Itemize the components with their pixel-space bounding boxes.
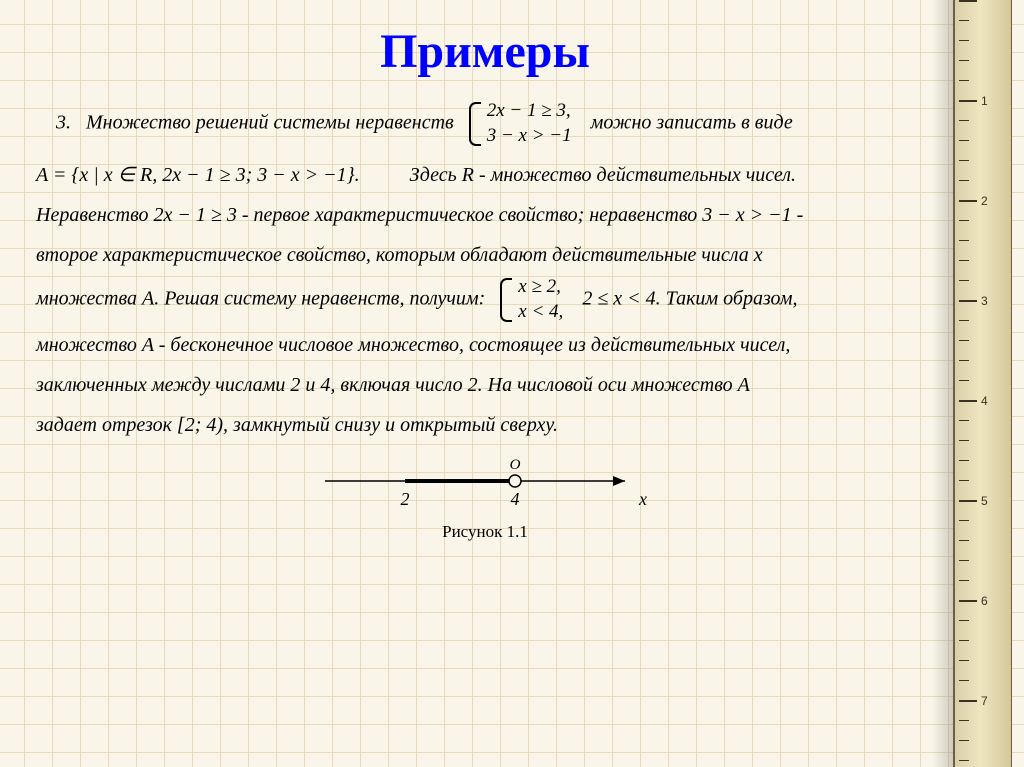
example-number: 3. xyxy=(56,111,71,133)
paragraph-4: второе характеристическое свойство, кото… xyxy=(36,235,934,275)
slide-title: Примеры xyxy=(36,24,934,79)
body-text: 3. Множество решений системы неравенств … xyxy=(36,99,934,549)
figure-caption: Рисунок 1.1 xyxy=(36,515,934,549)
paragraph-1: 3. Множество решений системы неравенств … xyxy=(36,99,934,149)
number-line-figure: O 2 4 x xyxy=(295,453,675,513)
paragraph-3: Неравенство 2x − 1 ≥ 3 - первое характер… xyxy=(36,195,934,235)
text-1a: Множество решений системы неравенств xyxy=(86,111,454,133)
system-1-row-1: 2x − 1 ≥ 3, xyxy=(485,99,576,124)
ruler: 1234567 xyxy=(953,0,1012,767)
paragraph-7: заключенных между числами 2 и 4, включая… xyxy=(36,365,934,405)
svg-text:2: 2 xyxy=(401,489,410,509)
text-5b: 2 ≤ x < 4. Таким образом, xyxy=(582,287,797,309)
set-A-definition: A = {x | x ∈ R, 2x − 1 ≥ 3; 3 − x > −1}. xyxy=(36,155,360,195)
system-1: 2x − 1 ≥ 3, 3 − x > −1 xyxy=(469,99,576,149)
paragraph-8: задает отрезок [2; 4), замкнутый снизу и… xyxy=(36,405,934,445)
svg-text:O: O xyxy=(510,457,521,473)
paragraph-5: множества A. Решая систему неравенств, п… xyxy=(36,275,934,325)
system-2-row-1: x ≥ 2, xyxy=(516,275,567,300)
ruler-shadow xyxy=(932,0,954,767)
paragraph-2: A = {x | x ∈ R, 2x − 1 ≥ 3; 3 − x > −1}.… xyxy=(36,155,934,195)
svg-text:x: x xyxy=(638,489,647,509)
system-2: x ≥ 2, x < 4, xyxy=(500,275,567,325)
paragraph-6: множество A - бесконечное числовое множе… xyxy=(36,325,934,365)
slide-content: Примеры 3. Множество решений системы нер… xyxy=(0,0,1024,549)
system-1-row-2: 3 − x > −1 xyxy=(485,124,576,149)
svg-text:4: 4 xyxy=(511,489,520,509)
text-5a: множества A. Решая систему неравенств, п… xyxy=(36,287,485,309)
text-2: Здесь R - множество действительных чисел… xyxy=(410,155,796,195)
text-1b: можно записать в виде xyxy=(591,111,793,133)
system-2-row-2: x < 4, xyxy=(516,300,567,325)
